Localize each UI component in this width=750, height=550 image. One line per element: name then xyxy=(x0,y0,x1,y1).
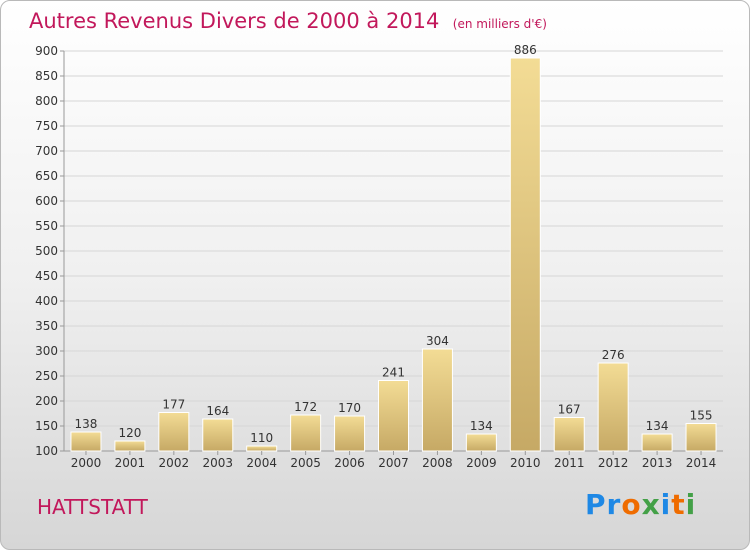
bar-value-label: 886 xyxy=(514,43,537,57)
bar-value-label: 134 xyxy=(646,419,669,433)
bar xyxy=(509,57,541,452)
bar-value-label: 155 xyxy=(690,409,713,423)
y-tick-label: 750 xyxy=(35,119,58,133)
x-tick-label: 2003 xyxy=(202,456,233,470)
bar-value-label: 304 xyxy=(426,334,449,348)
bar xyxy=(553,417,585,452)
x-tick-label: 2006 xyxy=(334,456,365,470)
y-tick-label: 200 xyxy=(35,394,58,408)
bar xyxy=(378,380,409,452)
y-tick-label: 150 xyxy=(35,419,58,433)
y-tick-label: 600 xyxy=(35,194,58,208)
y-tick-label: 450 xyxy=(35,269,58,283)
bar-value-label: 110 xyxy=(250,431,273,445)
bar xyxy=(290,414,322,452)
y-tick-label: 650 xyxy=(35,169,58,183)
x-tick-label: 2000 xyxy=(71,456,102,470)
bar xyxy=(334,415,366,452)
bar-value-label: 164 xyxy=(206,404,229,418)
bar xyxy=(70,431,102,452)
bar xyxy=(641,433,673,452)
y-tick-label: 800 xyxy=(35,94,58,108)
commune-name: HATTSTATT xyxy=(37,495,148,519)
y-tick-label: 300 xyxy=(35,344,58,358)
bar-value-label: 241 xyxy=(382,366,405,380)
title-unit: (en milliers d'€) xyxy=(452,17,547,31)
bar-value-label: 134 xyxy=(470,419,493,433)
bar xyxy=(114,440,146,452)
x-tick-label: 2014 xyxy=(686,456,717,470)
bar xyxy=(202,418,234,452)
x-tick-label: 2004 xyxy=(246,456,277,470)
y-tick-label: 350 xyxy=(35,319,58,333)
y-tick-label: 400 xyxy=(35,294,58,308)
y-tick-label: 100 xyxy=(35,444,58,458)
x-tick-label: 2001 xyxy=(115,456,146,470)
bar-value-label: 120 xyxy=(118,426,141,440)
bar xyxy=(246,445,278,452)
x-tick-label: 2002 xyxy=(159,456,190,470)
bar-value-label: 177 xyxy=(162,398,185,412)
y-tick-label: 550 xyxy=(35,219,58,233)
y-tick-label: 250 xyxy=(35,369,58,383)
bar xyxy=(465,433,497,452)
bar xyxy=(158,412,190,452)
bar xyxy=(421,348,453,452)
x-tick-label: 2005 xyxy=(290,456,321,470)
x-tick-label: 2007 xyxy=(378,456,409,470)
x-tick-label: 2009 xyxy=(466,456,497,470)
y-tick-label: 500 xyxy=(35,244,58,258)
title-main: Autres Revenus Divers de 2000 à 2014 xyxy=(29,9,440,33)
chart-title: Autres Revenus Divers de 2000 à 2014 (en… xyxy=(29,9,547,33)
bar-value-label: 276 xyxy=(602,348,625,362)
y-tick-label: 700 xyxy=(35,144,58,158)
proxiti-logo[interactable]: Proxiti xyxy=(585,488,697,521)
x-tick-label: 2010 xyxy=(510,456,541,470)
bar xyxy=(597,362,629,452)
bar-value-label: 170 xyxy=(338,401,361,415)
bar-value-label: 138 xyxy=(75,417,98,431)
bar-value-label: 167 xyxy=(558,403,581,417)
x-tick-label: 2011 xyxy=(554,456,585,470)
x-tick-label: 2013 xyxy=(642,456,673,470)
x-tick-label: 2008 xyxy=(422,456,453,470)
bar xyxy=(685,423,717,452)
y-tick-label: 900 xyxy=(35,44,58,58)
bar-value-label: 172 xyxy=(294,400,317,414)
y-tick-label: 850 xyxy=(35,69,58,83)
x-tick-label: 2012 xyxy=(598,456,629,470)
